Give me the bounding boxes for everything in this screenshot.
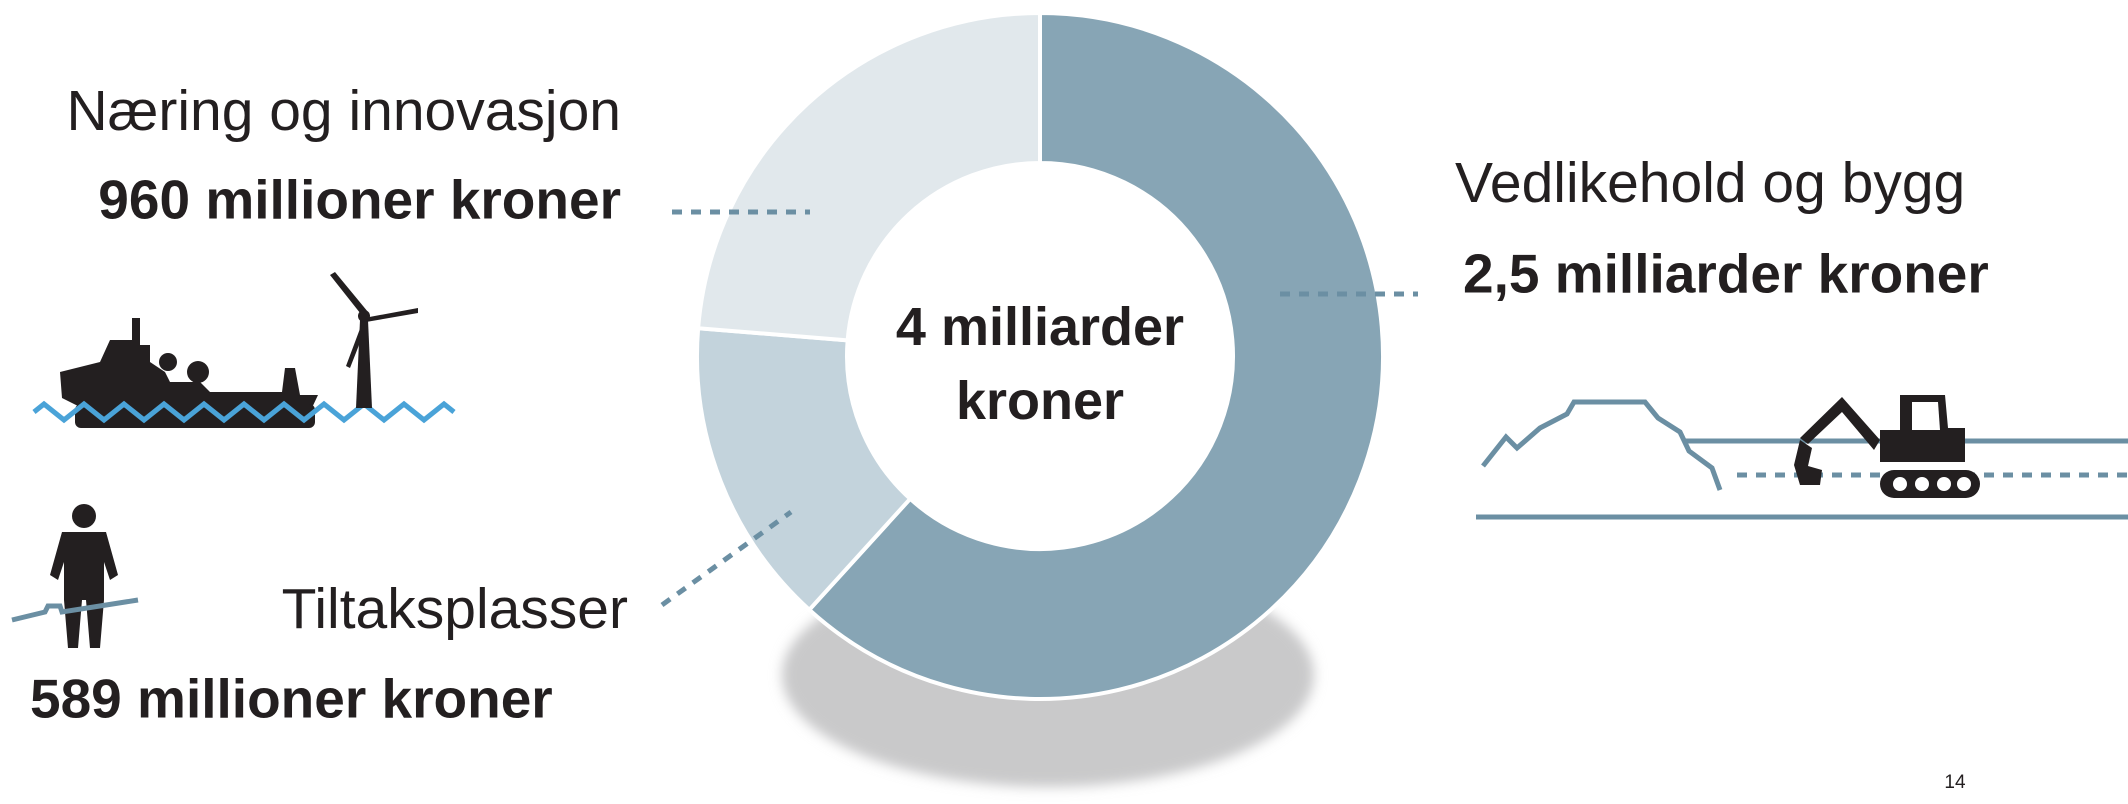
ship-icon	[60, 318, 318, 428]
value-label: 960 millioner kroner	[98, 169, 621, 231]
excavator-icon	[1794, 395, 1980, 498]
value-label: 589 millioner kroner	[30, 668, 553, 730]
donut-segment	[806, 10, 1385, 701]
wind-turbine-icon	[330, 272, 418, 408]
value-label: 2,5 milliarder kroner	[1463, 243, 1989, 305]
category-label: Næring og innovasjon	[67, 79, 622, 143]
center-label: 4 milliarder kroner	[895, 297, 1185, 431]
donut	[695, 10, 1385, 701]
waves	[32, 400, 456, 424]
category-label: Vedlikehold og bygg	[1455, 151, 1965, 215]
person-icon	[50, 504, 118, 648]
ground-line	[11, 597, 139, 623]
page-number: 14	[1944, 772, 1966, 793]
category-label: Tiltaksplasser	[282, 577, 628, 641]
donut-segment	[695, 326, 913, 613]
donut-segment	[695, 10, 1042, 343]
hill-outline	[1481, 399, 1723, 491]
leader-line	[660, 509, 793, 608]
